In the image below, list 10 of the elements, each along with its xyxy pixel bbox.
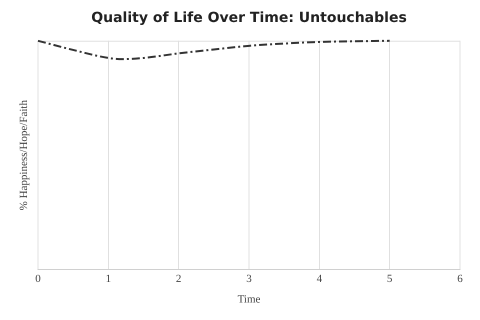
x-tick-label: 5 <box>386 273 393 286</box>
x-tick-label: 2 <box>176 273 182 286</box>
x-tick-label: 3 <box>246 273 252 286</box>
x-tick-label: 1 <box>106 273 112 286</box>
y-axis-title: % Happiness/Hope/Faith <box>18 100 30 210</box>
x-tick-label: 4 <box>316 273 323 286</box>
x-tick-label: 0 <box>35 273 42 286</box>
chart-title: Quality of Life Over Time: Untouchables <box>91 10 407 26</box>
x-axis-title: Time <box>238 293 261 306</box>
x-tick-label: 6 <box>457 273 464 286</box>
